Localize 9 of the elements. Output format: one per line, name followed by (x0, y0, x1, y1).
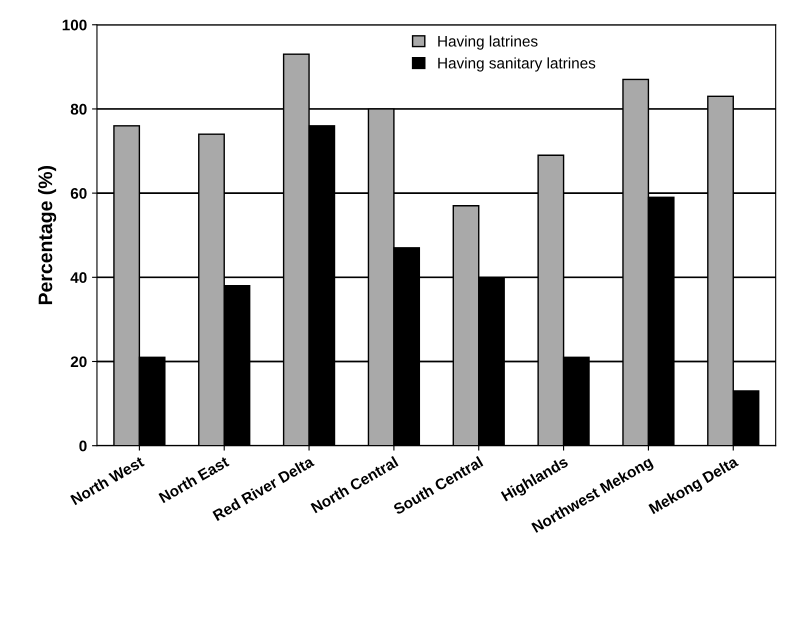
y-tick-label: 40 (70, 272, 87, 283)
legend-label: Having sanitary latrines (438, 57, 596, 72)
y-axis-title: Percentage (%) (38, 166, 56, 304)
y-tick-label: 0 (79, 440, 87, 452)
y-tick-label: 20 (70, 356, 87, 368)
y-tick-label: 80 (70, 104, 87, 115)
legend-label: Having latrines (438, 35, 538, 50)
y-tick-label: 100 (62, 20, 87, 30)
y-tick-label: 60 (70, 188, 87, 199)
